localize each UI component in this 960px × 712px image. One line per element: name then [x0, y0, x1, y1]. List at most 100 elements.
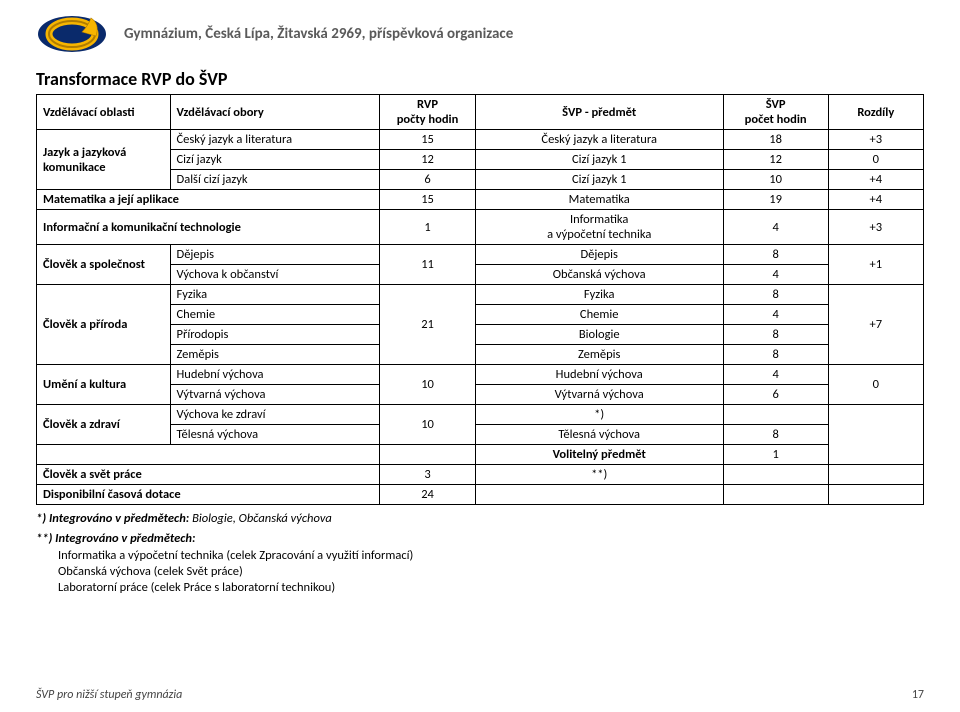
cell: 3	[380, 465, 475, 485]
cell: Cizí jazyk	[170, 150, 380, 170]
cell-area-mat: Matematika a její aplikace	[37, 190, 380, 210]
footnote-1-lead: *) Integrováno v předmětech:	[36, 511, 192, 526]
cell: Zeměpis	[170, 345, 380, 365]
cell: +3	[828, 130, 923, 150]
cell: 0	[828, 365, 923, 405]
table-row: Výtvarná výchova Výtvarná výchova 6	[37, 385, 924, 405]
cell: Volitelný předmět	[475, 445, 723, 465]
cell: Hudební výchova	[475, 365, 723, 385]
cell: Další cizí jazyk	[170, 170, 380, 190]
cell: 1	[380, 210, 475, 245]
th-rvp-sub: počty hodin	[386, 112, 468, 127]
cell	[723, 465, 828, 485]
table-row: Informační a komunikační technologie 1 I…	[37, 210, 924, 245]
cell: 8	[723, 325, 828, 345]
footer-left: ŠVP pro nižší stupeň gymnázia	[36, 688, 182, 702]
cell-line: a výpočetní technika	[482, 227, 717, 242]
cell: +4	[828, 170, 923, 190]
th-svp-top: ŠVP	[730, 97, 822, 112]
table-row: Cizí jazyk 12 Cizí jazyk 1 12 0	[37, 150, 924, 170]
footnotes: *) Integrováno v předmětech: Biologie, O…	[36, 511, 924, 596]
table-row: Člověk a společnost Dějepis 11 Dějepis 8…	[37, 245, 924, 265]
th-svp-subj: ŠVP - předmět	[475, 95, 723, 130]
cell: Tělesná výchova	[170, 425, 380, 445]
cell-area-csp: Člověk a svět práce	[37, 465, 380, 485]
cell: Výtvarná výchova	[170, 385, 380, 405]
table-row: Výchova k občanství Občanská výchova 4	[37, 265, 924, 285]
cell-area-umk: Umění a kultura	[37, 365, 171, 405]
cell: Cizí jazyk 1	[475, 170, 723, 190]
cell	[828, 485, 923, 505]
footer-page: 17	[912, 688, 924, 702]
cell: 12	[380, 150, 475, 170]
cell: Hudební výchova	[170, 365, 380, 385]
cell: 10	[723, 170, 828, 190]
footnote-2c: Laboratorní práce (celek Práce s laborat…	[58, 580, 924, 596]
table-row: Chemie Chemie 4	[37, 305, 924, 325]
cell-area-cspol: Člověk a společnost	[37, 245, 171, 285]
table-row: Zeměpis Zeměpis 8	[37, 345, 924, 365]
cell: 8	[723, 285, 828, 305]
cell: Výchova ke zdraví	[170, 405, 380, 425]
footnote-2b: Občanská výchova (celek Svět práce)	[58, 564, 924, 580]
table-row: Volitelný předmět 1	[37, 445, 924, 465]
table-row: Člověk a zdraví Výchova ke zdraví 10 *)	[37, 405, 924, 425]
curriculum-table-cont: +1 Člověk a svět práce 3 **) Disponibiln…	[36, 464, 924, 505]
cell	[380, 445, 475, 465]
cell: Informatika a výpočetní technika	[475, 210, 723, 245]
th-svp-sub: počet hodin	[730, 112, 822, 127]
cell: Výtvarná výchova	[475, 385, 723, 405]
cell: Občanská výchova	[475, 265, 723, 285]
cell: +1	[828, 245, 923, 285]
cell: Dějepis	[475, 245, 723, 265]
table-row: Přírodopis Biologie 8	[37, 325, 924, 345]
page-footer: ŠVP pro nižší stupeň gymnázia 17	[36, 688, 924, 702]
cell: 4	[723, 210, 828, 245]
cell: Fyzika	[475, 285, 723, 305]
cell: 4	[723, 365, 828, 385]
cell: 11	[380, 245, 475, 285]
table-header-row: Vzdělávací oblasti Vzdělávací obory RVP …	[37, 95, 924, 130]
th-rvp: RVP počty hodin	[380, 95, 475, 130]
th-area: Vzdělávací oblasti	[37, 95, 171, 130]
cell: Český jazyk a literatura	[475, 130, 723, 150]
cell: 18	[723, 130, 828, 150]
cell: 6	[723, 385, 828, 405]
table-row: Člověk a svět práce 3 **)	[37, 465, 924, 485]
cell: Chemie	[170, 305, 380, 325]
school-name: Gymnázium, Česká Lípa, Žitavská 2969, př…	[124, 25, 513, 43]
cell: 4	[723, 265, 828, 285]
footnote-1-rest: Biologie, Občanská výchova	[192, 511, 332, 526]
cell: 10	[380, 405, 475, 445]
footnote-2a: Informatika a výpočetní technika (celek …	[58, 548, 924, 564]
cell	[723, 485, 828, 505]
curriculum-table: Vzdělávací oblasti Vzdělávací obory RVP …	[36, 94, 924, 465]
cell: Výchova k občanství	[170, 265, 380, 285]
cell: 15	[380, 190, 475, 210]
cell: 24	[380, 485, 475, 505]
cell: +3	[828, 210, 923, 245]
th-svp-hod: ŠVP počet hodin	[723, 95, 828, 130]
cell-area-disp: Disponibilní časová dotace	[37, 485, 380, 505]
cell-line: Informatika	[482, 212, 717, 227]
cell	[723, 405, 828, 425]
cell: Tělesná výchova	[475, 425, 723, 445]
footnote-2-lead: **) Integrováno v předmětech:	[36, 531, 924, 547]
cell: **)	[475, 465, 723, 485]
cell: Fyzika	[170, 285, 380, 305]
table-row: Disponibilní časová dotace 24	[37, 485, 924, 505]
cell: 8	[723, 245, 828, 265]
cell: 8	[723, 345, 828, 365]
cell: Dějepis	[170, 245, 380, 265]
footnote-1: *) Integrováno v předmětech: Biologie, O…	[36, 511, 924, 527]
cell: *)	[475, 405, 723, 425]
cell: 8	[723, 425, 828, 445]
cell: Přírodopis	[170, 325, 380, 345]
th-obor: Vzdělávací obory	[170, 95, 380, 130]
cell	[475, 485, 723, 505]
cell: Biologie	[475, 325, 723, 345]
cell: Chemie	[475, 305, 723, 325]
cell: +7	[828, 285, 923, 365]
table-row: Jazyk a jazyková komunikace Český jazyk …	[37, 130, 924, 150]
th-diff: Rozdíly	[828, 95, 923, 130]
